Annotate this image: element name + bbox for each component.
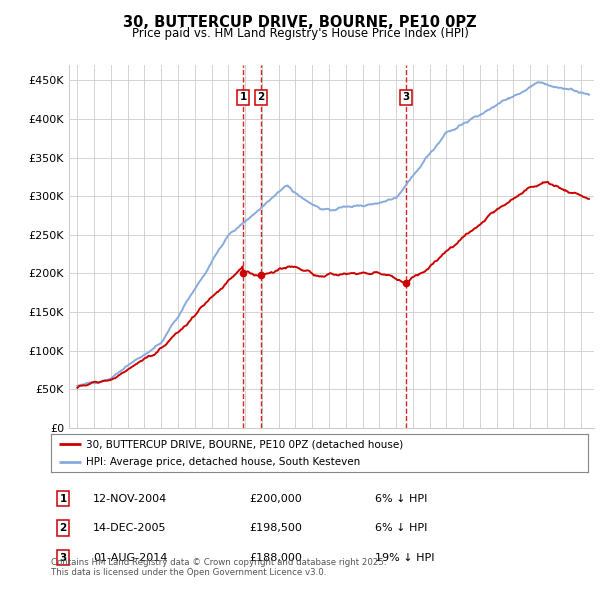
Text: 01-AUG-2014: 01-AUG-2014 [93,553,167,562]
Text: 3: 3 [402,92,409,102]
Text: 2: 2 [59,523,67,533]
Text: £188,000: £188,000 [249,553,302,562]
Text: 1: 1 [239,92,247,102]
Text: 6% ↓ HPI: 6% ↓ HPI [375,494,427,503]
Text: 19% ↓ HPI: 19% ↓ HPI [375,553,434,562]
Text: £200,000: £200,000 [249,494,302,503]
Text: 1: 1 [59,494,67,503]
Text: HPI: Average price, detached house, South Kesteven: HPI: Average price, detached house, Sout… [86,457,360,467]
Text: Contains HM Land Registry data © Crown copyright and database right 2025.
This d: Contains HM Land Registry data © Crown c… [51,558,386,577]
Text: 30, BUTTERCUP DRIVE, BOURNE, PE10 0PZ (detached house): 30, BUTTERCUP DRIVE, BOURNE, PE10 0PZ (d… [86,440,403,450]
Text: 3: 3 [59,553,67,562]
Text: 14-DEC-2005: 14-DEC-2005 [93,523,167,533]
Text: 12-NOV-2004: 12-NOV-2004 [93,494,167,503]
Text: 2: 2 [257,92,265,102]
Text: £198,500: £198,500 [249,523,302,533]
Text: 6% ↓ HPI: 6% ↓ HPI [375,523,427,533]
Text: 30, BUTTERCUP DRIVE, BOURNE, PE10 0PZ: 30, BUTTERCUP DRIVE, BOURNE, PE10 0PZ [123,15,477,30]
Text: Price paid vs. HM Land Registry's House Price Index (HPI): Price paid vs. HM Land Registry's House … [131,27,469,40]
